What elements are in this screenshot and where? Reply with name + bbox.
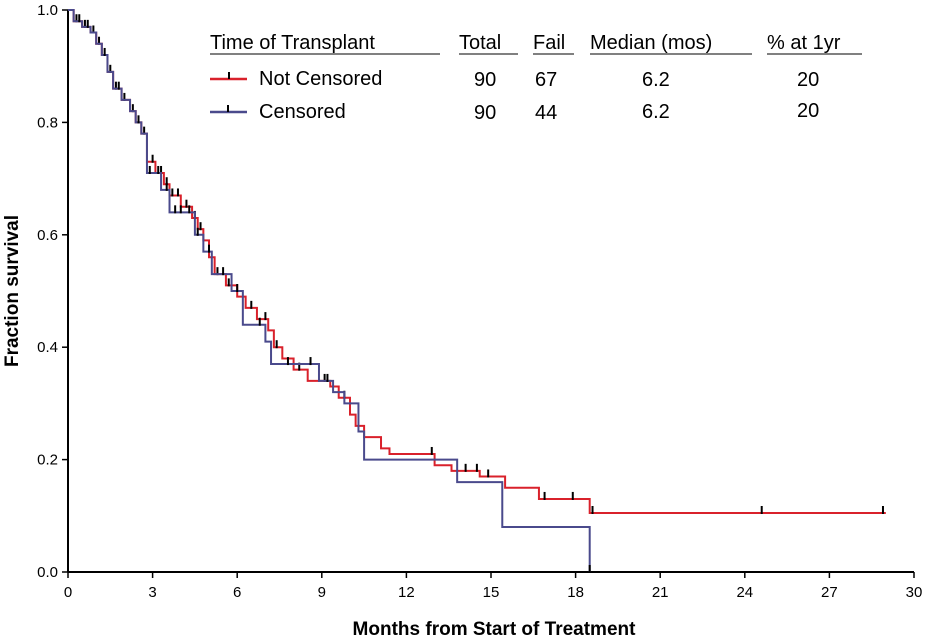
legend-table: Time of Transplant Total Fail Median (mo…: [210, 32, 862, 124]
legend-header-fail: Fail: [533, 32, 565, 54]
legend-header-pct: % at 1yr: [767, 32, 841, 54]
y-tick-label: 0.2: [37, 452, 58, 469]
legend-pct-not-censored: 20: [797, 69, 819, 91]
y-tick-label: 1.0: [37, 2, 58, 19]
legend-label-censored: Censored: [259, 101, 346, 123]
series-layer: [68, 9, 886, 573]
y-tick-label: 0.0: [37, 564, 58, 581]
y-tick-label: 0.6: [37, 227, 58, 244]
legend-total-censored: 90: [474, 102, 496, 124]
x-tick-label: 9: [318, 584, 326, 601]
x-axis-title: Months from Start of Treatment: [353, 619, 637, 639]
legend-header-time: Time of Transplant: [210, 32, 375, 54]
legend-fail-not-censored: 67: [535, 69, 557, 91]
x-tick-label: 24: [736, 584, 753, 601]
legend-median-not-censored: 6.2: [642, 69, 670, 91]
x-tick-label: 21: [652, 584, 669, 601]
x-tick-label: 12: [398, 584, 415, 601]
y-tick-label: 0.4: [37, 339, 58, 356]
x-tick-label: 30: [906, 584, 923, 601]
y-axis-title: Fraction survival: [2, 215, 23, 367]
x-tick-label: 0: [64, 584, 72, 601]
legend-fail-censored: 44: [535, 102, 557, 124]
legend-pct-censored: 20: [797, 100, 819, 122]
axes: 0 3 6 9 12 15 18 21 24 27 30 0.0 0.2 0.4 0.6 0.8 1.0: [37, 2, 922, 601]
x-tick-label: 15: [483, 584, 500, 601]
legend-label-not-censored: Not Censored: [259, 68, 382, 90]
x-tick-label: 18: [567, 584, 584, 601]
x-tick-label: 3: [148, 584, 156, 601]
x-tick-label: 27: [821, 584, 838, 601]
legend-header-median: Median (mos): [590, 32, 712, 54]
y-tick-label: 0.8: [37, 114, 58, 131]
legend-header-total: Total: [459, 32, 501, 54]
legend-total-not-censored: 90: [474, 69, 496, 91]
legend-median-censored: 6.2: [642, 101, 670, 123]
x-tick-label: 6: [233, 584, 241, 601]
series-line-censored: [68, 9, 591, 572]
